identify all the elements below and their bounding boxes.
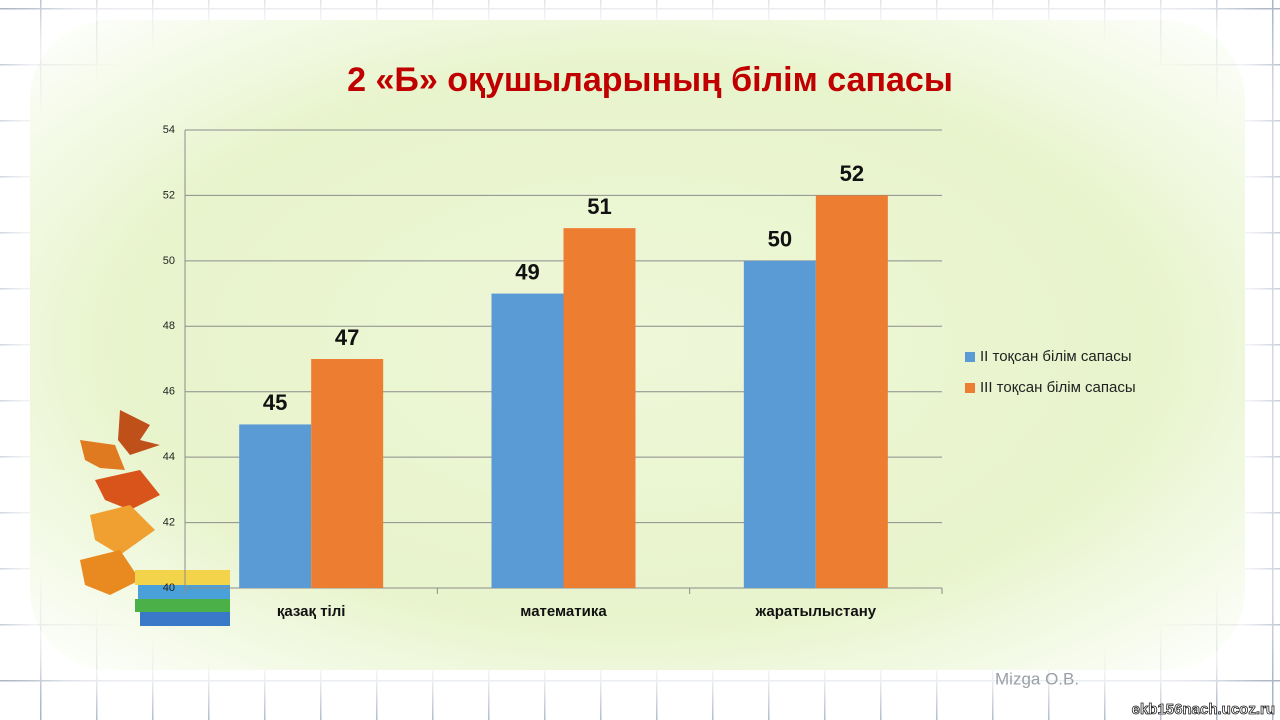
x-tick-label: жаратылыстану xyxy=(755,603,877,620)
bar xyxy=(563,228,636,588)
y-tick-label: 50 xyxy=(163,255,175,267)
chart-title: 2 «Б» оқушыларының білім сапасы xyxy=(347,61,953,99)
data-label: 50 xyxy=(768,227,792,252)
y-tick-label: 52 xyxy=(163,189,175,201)
data-label: 51 xyxy=(587,194,611,219)
bar xyxy=(311,359,384,588)
bar xyxy=(815,195,888,588)
bar xyxy=(743,260,816,588)
x-tick-label: математика xyxy=(520,603,607,620)
legend-swatch xyxy=(965,352,975,362)
legend-label: II тоқсан білім сапасы xyxy=(980,348,1131,365)
data-label: 49 xyxy=(515,259,539,284)
bar xyxy=(239,424,312,588)
data-label: 52 xyxy=(840,161,864,186)
data-label: 47 xyxy=(335,325,359,350)
y-tick-label: 42 xyxy=(163,516,175,528)
y-tick-label: 46 xyxy=(163,386,175,398)
legend-swatch xyxy=(965,383,975,393)
data-label: 45 xyxy=(263,390,287,415)
y-tick-label: 48 xyxy=(163,320,175,332)
y-tick-label: 44 xyxy=(163,451,175,463)
legend-label: III тоқсан білім сапасы xyxy=(980,379,1136,396)
decoration xyxy=(80,410,230,626)
panel xyxy=(30,20,1245,670)
x-tick-label: қазақ тілі xyxy=(277,603,346,620)
watermark: ekb156nach.ucoz.ru xyxy=(1132,701,1275,718)
y-tick-label: 54 xyxy=(163,124,175,136)
y-tick-label: 40 xyxy=(163,582,175,594)
bar xyxy=(491,293,564,588)
watermark: Mizga O.B. xyxy=(995,669,1079,688)
